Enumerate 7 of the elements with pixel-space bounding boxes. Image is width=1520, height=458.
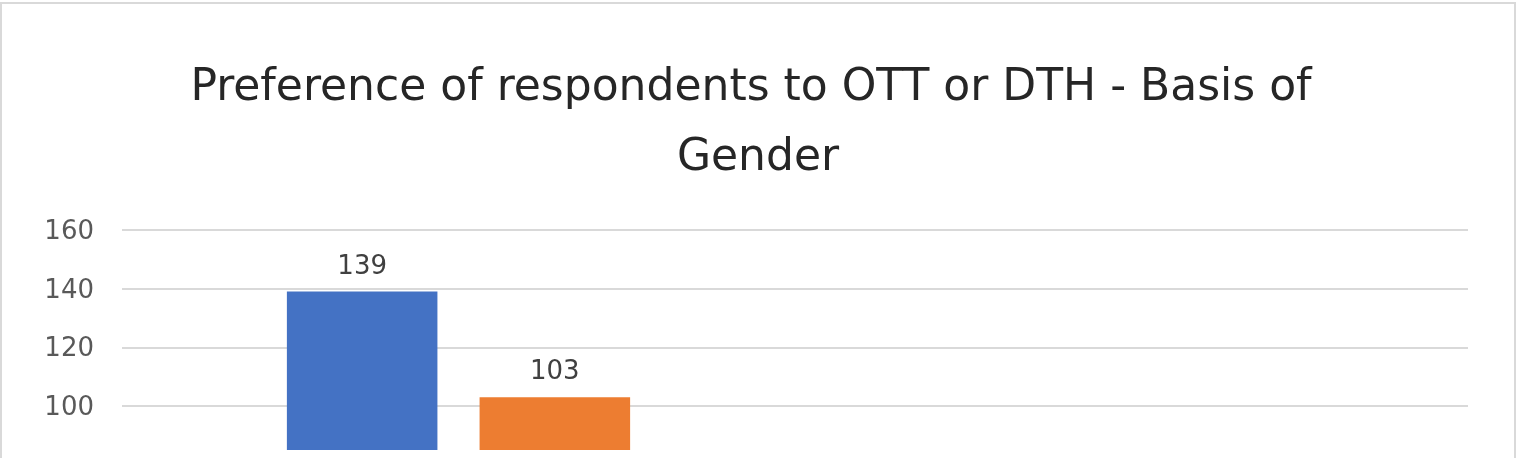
y-tick-label: 120 [44,332,94,363]
y-tick-label: 160 [44,215,94,245]
data-label: 103 [530,355,580,386]
chart-title: Preference of respondents to OTT or DTH - Basis of Gender [190,58,1326,180]
y-tick-label: 140 [44,273,94,304]
data-label: 139 [337,249,387,280]
y-tick-label: 100 [44,391,94,421]
